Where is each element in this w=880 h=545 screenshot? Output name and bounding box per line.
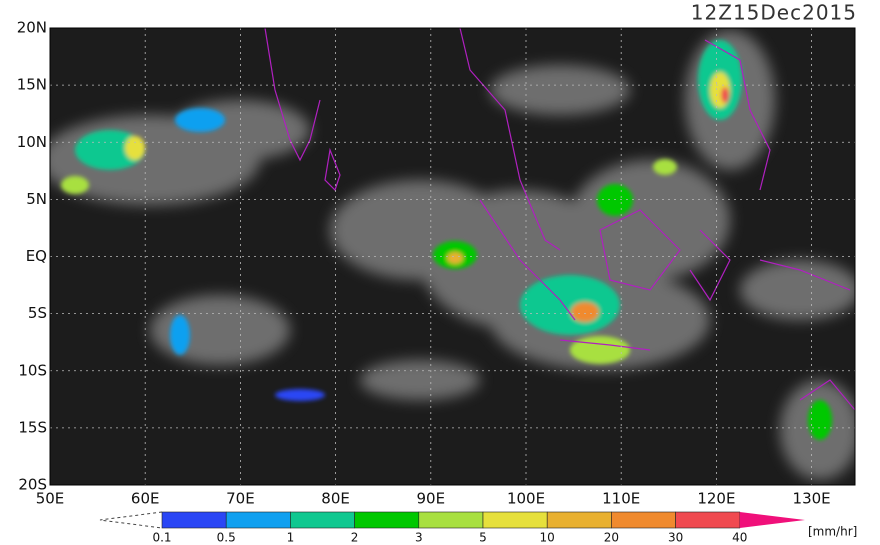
lat-label: 10N (17, 133, 47, 151)
lat-label: EQ (26, 247, 47, 265)
colorbar-label: 30 (668, 531, 683, 545)
colorbar-label: 3 (415, 531, 423, 545)
colorbar-segment (290, 511, 355, 529)
lon-label: 80E (321, 490, 350, 508)
lon-label: 130E (793, 490, 831, 508)
lon-label: 100E (507, 490, 545, 508)
colorbar-label: 10 (540, 531, 555, 545)
title: 12Z15Dec2015 (691, 1, 857, 25)
colorbar-over (739, 512, 805, 528)
colorbar-label: 0.5 (217, 531, 236, 545)
lon-label: 90E (417, 490, 446, 508)
colorbar-segment (354, 511, 420, 529)
colorbar-segment (161, 511, 227, 529)
lon-label: 60E (131, 490, 160, 508)
lat-label: 15S (18, 418, 47, 436)
lat-label: 5N (26, 190, 47, 208)
colorbar-under (99, 511, 163, 529)
colorbar-segment (611, 511, 676, 529)
lon-label: 70E (226, 490, 255, 508)
rain-areas (61, 40, 832, 440)
colorbar-label: 0.1 (152, 531, 171, 545)
lon-label: 110E (602, 490, 640, 508)
lat-label: 5S (28, 304, 47, 322)
colorbar-segment (418, 511, 484, 529)
colorbar-label: 20 (604, 531, 619, 545)
coastlines (264, 28, 855, 411)
colorbar-segment (225, 511, 291, 529)
satellite-image (50, 28, 855, 485)
lon-label: 120E (697, 490, 735, 508)
colorbar-label: 1 (287, 531, 295, 545)
map-frame (49, 27, 856, 486)
lat-label: 20S (18, 476, 47, 494)
colorbar-unit: [mm/hr] (808, 525, 857, 539)
colorbar-segment (546, 511, 612, 529)
colorbar-segment (675, 511, 741, 529)
lat-label: 10S (18, 361, 47, 379)
lon-label: 50E (36, 490, 65, 508)
colorbar-label: 2 (351, 531, 359, 545)
colorbar: 0.1 0.5 1 2 3 5 10 20 30 40 [mm/hr] (99, 511, 857, 545)
lat-label: 15N (17, 76, 47, 94)
lat-label: 20N (17, 19, 47, 37)
colorbar-label: 40 (732, 531, 747, 545)
colorbar-segment (482, 511, 548, 529)
colorbar-label: 5 (479, 531, 487, 545)
